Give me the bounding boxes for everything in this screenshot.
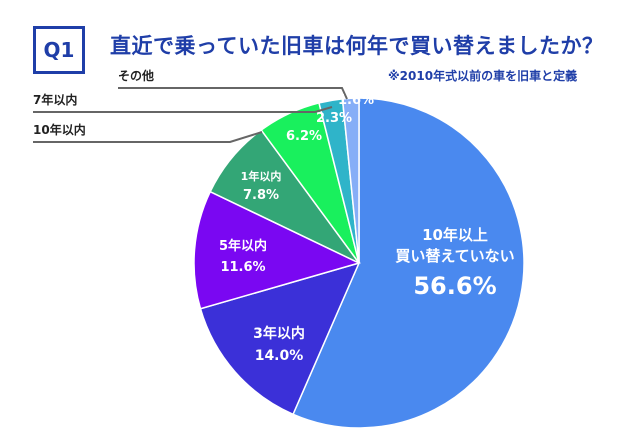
value-label-0: 56.6% [413,272,496,300]
category-label-4: 10年以内 [33,122,86,137]
value-label-6: 1.6% [338,93,374,108]
slice-label-3: 1年以内 7.8% [241,169,282,203]
value-label-4: 6.2% [286,129,322,144]
category-label-3: 1年以内 [241,169,282,183]
leader-line-5 [33,106,333,113]
value-label-1: 14.0% [255,348,304,364]
leader-line-4 [33,131,263,143]
slice-label-1: 3年以内 14.0% [253,325,305,364]
category-label-6: その他 [118,68,154,83]
category-label-1: 3年以内 [253,325,305,342]
definition-note: ※2010年式以前の車を旧車と定義 [388,69,578,83]
pie-slice-1 [199,261,361,416]
slice-label-5: 2.3% [316,111,352,126]
pie-slice-0 [292,97,525,429]
pie-slice-6 [341,97,360,264]
slice-label-4: 6.2% [286,129,322,144]
category-label-0: 10年以上 [422,226,488,244]
value-label-2: 11.6% [220,260,265,275]
question-tag: Q1 [33,26,85,74]
pie-slice-2 [193,190,362,310]
chart-title: 直近で乗っていた旧車は何年で買い替えましたか？ [110,34,604,58]
value-label-5: 2.3% [316,111,352,126]
slice-label-6: 1.6% [338,93,374,108]
leader-line-6 [118,87,348,100]
value-label-3: 7.8% [243,188,279,203]
category-label-5: 7年以内 [33,92,77,107]
category-label-2: 5年以内 [219,238,267,254]
category-label-0-1: 買い替えていない [395,247,514,265]
slice-label-2: 5年以内 11.6% [219,238,267,275]
